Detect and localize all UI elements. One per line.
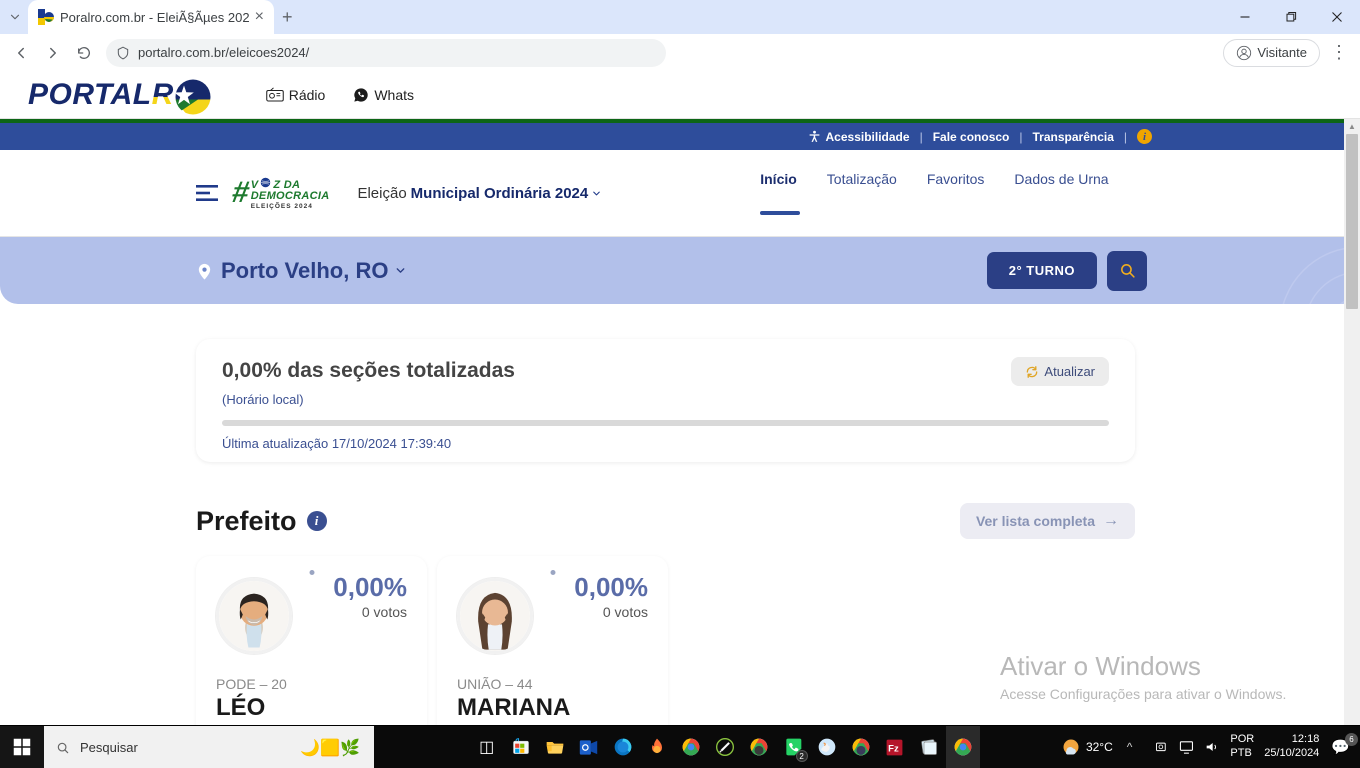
svg-text:Fz: Fz — [888, 743, 899, 754]
